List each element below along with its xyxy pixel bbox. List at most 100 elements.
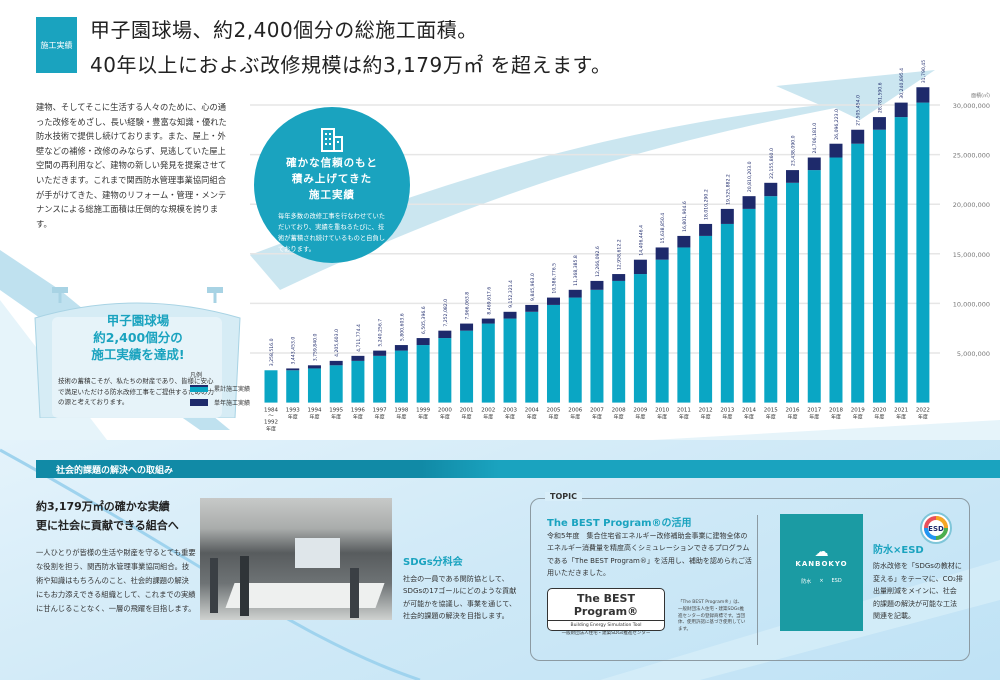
bar-value-label: 5,240,256.7 <box>378 319 384 347</box>
bar-value-label: 4,711,774.4 <box>356 324 362 352</box>
bar-value-label: 23,438,090.0 <box>791 135 797 166</box>
stadium-line1: 甲子園球場 <box>106 313 170 328</box>
bar-value-label: 30,240,895.4 <box>899 68 905 99</box>
x-tick-label: 2012 <box>699 408 713 414</box>
x-tick-suffix: 年度 <box>592 414 602 421</box>
bar-annual <box>807 157 821 171</box>
x-tick-label: 2003 <box>503 408 517 414</box>
social-headline: 約3,179万㎡の確かな実績 更に社会に貢献できる組合へ <box>36 497 179 535</box>
x-tick-label: 1992 <box>264 420 278 426</box>
bar-value-label: 3,443,453.0 <box>291 337 297 365</box>
esd-body: 防水改修を「SDGsの教材に変える」をテーマに、CO₂排出量削減をメインに、社会… <box>873 562 963 621</box>
book-right: ESD <box>831 578 842 584</box>
sdgs-title: SDGs分科会 <box>403 557 463 568</box>
bar-cumulative <box>916 102 930 403</box>
chart-legend: 凡例 累計施工実績 単年施工実績 <box>190 370 250 407</box>
bar-value-label: 3,258,516.0 <box>269 338 275 366</box>
bar-cumulative <box>264 370 278 403</box>
bar-cumulative <box>764 196 778 403</box>
x-tick-suffix: 年度 <box>548 414 558 421</box>
bar-value-label: 16,801,904.6 <box>682 201 688 232</box>
bar-value-label: 10,586,776.5 <box>551 263 557 294</box>
x-tick-label: 2009 <box>633 408 647 414</box>
bar-annual <box>786 170 800 183</box>
topic-divider <box>757 515 758 645</box>
bar-value-label: 3,759,840.0 <box>312 333 318 361</box>
x-tick-label: 2011 <box>677 408 691 414</box>
x-tick-label: 2006 <box>568 408 582 414</box>
bar-cumulative <box>307 368 321 403</box>
x-tick-label: 2022 <box>916 408 930 414</box>
y-tick-label: 25,000,000 <box>953 152 990 160</box>
x-tick-label: 1997 <box>373 408 387 414</box>
bar-annual <box>742 196 756 209</box>
bar-annual <box>764 182 778 197</box>
x-tick-label: 2004 <box>525 408 539 414</box>
legend-swatch-cumulative <box>190 385 208 392</box>
x-tick-suffix: 年度 <box>527 414 537 421</box>
bar-annual <box>546 297 560 305</box>
bar-annual <box>894 102 908 118</box>
bar-value-label: 5,800,603.6 <box>399 313 405 341</box>
bar-annual <box>699 223 713 236</box>
x-tick-suffix: 年度 <box>614 414 624 421</box>
bar-cumulative <box>633 274 647 403</box>
bar-cumulative <box>655 259 669 403</box>
stadium-line2: 約2,400個分の <box>93 330 183 345</box>
stadium-illustration <box>34 287 241 418</box>
x-tick-label: 2015 <box>764 408 778 414</box>
legend-swatch-annual <box>190 399 208 406</box>
x-tick-label: 2002 <box>481 408 495 414</box>
bar-annual <box>438 330 452 339</box>
bar-cumulative <box>786 182 800 403</box>
bar-cumulative <box>503 318 517 403</box>
bar-value-label: 4,205,603.0 <box>334 329 340 357</box>
legend-cumulative: 累計施工実績 <box>214 386 251 393</box>
x-tick-suffix: 年度 <box>788 414 798 421</box>
bar-cumulative <box>438 338 452 403</box>
x-tick-sep: ～ <box>268 414 274 420</box>
bar-value-label: 28,781,590.6 <box>877 82 883 113</box>
trust-circle: 確かな信頼のもと 積み上げてきた 施工実績 毎年多数の改修工事を行なわせていただいて… <box>254 107 410 263</box>
page-title-line2: 40年以上におよぶ改修規模は約3,179万㎡ を超えます。 <box>90 53 612 77</box>
bar-cumulative <box>742 208 756 403</box>
y-tick-label: 5,000,000 <box>957 350 990 358</box>
bar-annual <box>916 87 930 103</box>
bar-cumulative <box>373 355 387 403</box>
x-tick-suffix: 年度 <box>570 414 580 421</box>
bar-annual <box>568 289 582 298</box>
y-tick-label: 30,000,000 <box>953 102 990 110</box>
circle-title-3: 施工実績 <box>309 189 355 201</box>
bar-value-label: 22,155,860.0 <box>769 148 775 179</box>
x-tick-suffix: 年度 <box>766 414 776 421</box>
legend-title: 凡例 <box>190 372 203 379</box>
bar-cumulative <box>720 223 734 403</box>
bar-value-label: 31,790,453.2 <box>921 60 927 83</box>
x-tick-label: 1998 <box>394 408 408 414</box>
stadium-headline: 甲子園球場 約2,400個分の 施工実績を達成! <box>58 312 218 363</box>
bar-value-label: 20,810,203.0 <box>747 161 753 192</box>
book-left: 防水 <box>801 579 812 585</box>
x-tick-suffix: 年度 <box>744 414 754 421</box>
bar-value-label: 18,010,290.2 <box>704 189 710 220</box>
x-tick-suffix: 年度 <box>635 414 645 421</box>
bar-value-label: 8,469,617.6 <box>486 287 492 315</box>
bar-cumulative <box>546 304 560 403</box>
x-tick-label: 2010 <box>655 408 669 414</box>
bar-value-label: 9,152,321.4 <box>508 280 514 308</box>
x-tick-suffix: 年度 <box>896 414 906 421</box>
best-program-logo: The BEST Program® Building Energy Simula… <box>547 588 665 636</box>
x-tick-label: 2014 <box>742 408 756 414</box>
x-tick-label: 2008 <box>612 408 626 414</box>
building-icon <box>321 128 343 152</box>
topic-box <box>530 498 970 661</box>
bar-annual <box>481 318 495 324</box>
bar-cumulative <box>525 311 539 403</box>
y-tick-label: 15,000,000 <box>953 251 990 259</box>
bar-value-label: 27,505,454.0 <box>856 95 862 126</box>
trademark-note: 「The BEST Program®」は、一般財団法人住宅・建築SDGs推進セン… <box>678 600 746 633</box>
bar-annual <box>394 345 408 351</box>
x-tick-label: 2018 <box>829 408 843 414</box>
bar-annual <box>590 280 604 290</box>
headline-line1: 約3,179万㎡の確かな実績 <box>36 500 170 513</box>
